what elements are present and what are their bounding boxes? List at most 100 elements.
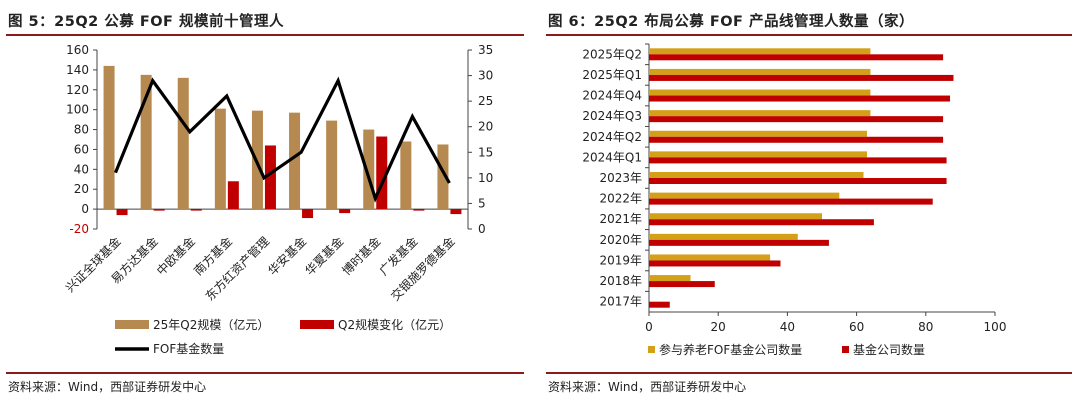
right-y-tick-label: 0 bbox=[478, 222, 486, 236]
right-chart: 0 20 40 60 80 100 2025年Q2 2025年Q1 2024年Q4 2024年Q3… bbox=[582, 43, 1007, 357]
pension-fof-bar bbox=[649, 254, 771, 261]
x-category-label: 东方红资产管理 bbox=[202, 234, 272, 304]
fund-company-bar bbox=[649, 260, 781, 267]
fund-company-bar bbox=[649, 54, 944, 61]
pension-fof-bar bbox=[649, 110, 871, 117]
right-y-tick-label: 35 bbox=[478, 43, 493, 57]
y-category-label: 2024年Q3 bbox=[582, 109, 642, 123]
left-y-tick-label: 120 bbox=[66, 83, 89, 97]
x-category-label: 兴证全球基金 bbox=[62, 234, 124, 296]
x-category-label: 交银施罗德基金 bbox=[388, 234, 458, 304]
y-category-label: 2021年 bbox=[599, 212, 642, 226]
left-chart: -20 0 20 40 60 80 100 120 140 160 0 5 10 15 20 25 30 35 兴证… bbox=[62, 43, 493, 356]
size-bar bbox=[400, 141, 412, 210]
pension-fof-bar bbox=[649, 48, 871, 55]
right-chart-panel: 图 6：25Q2 布局公募 FOF 产品线管理人数量（家） 0 20 40 60 80 1… bbox=[540, 0, 1080, 404]
left-y-tick-label: 0 bbox=[81, 202, 89, 216]
fund-company-bar bbox=[649, 116, 944, 123]
pension-fof-bar bbox=[649, 275, 691, 282]
fof-count-line bbox=[114, 76, 451, 203]
left-y-tick-label: 40 bbox=[74, 162, 89, 176]
y-category-label: 2024年Q1 bbox=[582, 150, 642, 164]
size-bar bbox=[177, 77, 189, 210]
change-bar bbox=[227, 181, 239, 210]
fund-company-bar bbox=[649, 74, 954, 81]
legend-label: 25年Q2规模（亿元） bbox=[153, 317, 269, 332]
legend-label: FOF基金数量 bbox=[153, 341, 224, 356]
size-bar bbox=[363, 129, 375, 210]
fund-company-bar bbox=[649, 136, 944, 143]
y-category-label: 2024年Q2 bbox=[582, 130, 642, 144]
pension-fof-bar bbox=[649, 233, 798, 240]
legend-swatch bbox=[300, 320, 334, 329]
fund-company-bar bbox=[649, 301, 670, 308]
legend-swatch bbox=[115, 320, 149, 329]
x-tick-label: 0 bbox=[645, 320, 653, 334]
right-source-rule bbox=[546, 372, 1072, 374]
pension-fof-bar bbox=[649, 130, 867, 137]
y-category-label: 2017年 bbox=[599, 295, 642, 309]
change-bar bbox=[413, 209, 425, 211]
change-bar bbox=[376, 136, 388, 210]
fund-company-bar bbox=[649, 198, 933, 205]
right-y-tick-label: 15 bbox=[478, 145, 493, 159]
fund-company-bar bbox=[649, 219, 874, 226]
left-y-tick-label: 100 bbox=[66, 103, 89, 117]
pension-fof-bar bbox=[649, 192, 840, 199]
left-y-tick-label: 60 bbox=[74, 142, 89, 156]
left-y-tick-label: 160 bbox=[66, 43, 89, 57]
x-category-label: 华夏基金 bbox=[302, 234, 347, 279]
change-bar bbox=[190, 209, 202, 211]
legend-label: Q2规模变化（亿元） bbox=[338, 317, 451, 332]
x-tick-label: 20 bbox=[711, 320, 726, 334]
pension-fof-bar bbox=[649, 68, 871, 75]
right-y-tick-label: 10 bbox=[478, 171, 493, 185]
right-y-tick-label: 25 bbox=[478, 94, 493, 108]
change-bar bbox=[302, 209, 314, 219]
fund-company-bar bbox=[649, 178, 947, 184]
right-source-note: 资料来源：Wind，西部证券研发中心 bbox=[548, 380, 747, 394]
y-category-label: 2018年 bbox=[599, 274, 642, 288]
left-source-note: 资料来源：Wind，西部证券研发中心 bbox=[8, 380, 207, 394]
left-y-tick-label: 140 bbox=[66, 63, 89, 77]
right-y-tick-label: 5 bbox=[478, 196, 486, 210]
change-bar bbox=[116, 209, 128, 216]
legend-swatch bbox=[842, 346, 849, 353]
right-y-tick-label: 30 bbox=[478, 69, 493, 83]
change-bar bbox=[450, 209, 462, 215]
left-title-rule bbox=[6, 34, 524, 36]
fund-company-bar bbox=[649, 157, 947, 164]
legend-label: 基金公司数量 bbox=[853, 342, 925, 357]
size-bar bbox=[140, 74, 152, 210]
size-bar bbox=[214, 108, 226, 210]
x-category-label: 博时基金 bbox=[339, 234, 384, 279]
left-y-tick-label: -20 bbox=[69, 222, 89, 236]
legend-swatch bbox=[648, 346, 655, 353]
change-bar bbox=[264, 145, 276, 210]
right-chart-title: 图 6：25Q2 布局公募 FOF 产品线管理人数量（家） bbox=[548, 14, 915, 30]
legend-label: 参与养老FOF基金公司数量 bbox=[659, 342, 802, 357]
x-tick-label: 100 bbox=[984, 320, 1007, 334]
y-category-label: 2025年Q1 bbox=[582, 68, 642, 82]
fund-company-bar bbox=[649, 239, 829, 246]
size-bar bbox=[289, 112, 301, 210]
pension-fof-bar bbox=[649, 213, 822, 220]
y-category-label: 2023年 bbox=[599, 171, 642, 185]
y-category-label: 2020年 bbox=[599, 233, 642, 247]
left-y-tick-label: 80 bbox=[74, 123, 89, 137]
x-category-label: 中欧基金 bbox=[153, 234, 198, 279]
x-tick-label: 60 bbox=[849, 320, 864, 334]
left-y-tick-label: 20 bbox=[74, 182, 89, 196]
change-bar bbox=[153, 209, 165, 211]
pension-fof-bar bbox=[649, 172, 864, 178]
fund-company-bar bbox=[649, 281, 715, 288]
change-bar bbox=[339, 209, 351, 214]
pension-fof-bar bbox=[649, 151, 867, 158]
left-chart-title: 图 5：25Q2 公募 FOF 规模前十管理人 bbox=[8, 14, 285, 30]
y-category-label: 2024年Q4 bbox=[582, 89, 642, 103]
left-chart-panel: 图 5：25Q2 公募 FOF 规模前十管理人 -20 0 20 40 60 80 100 1… bbox=[0, 0, 532, 404]
size-bar bbox=[103, 65, 115, 210]
right-title-rule bbox=[546, 34, 1072, 36]
size-bar bbox=[326, 120, 338, 210]
size-bar bbox=[437, 144, 449, 210]
